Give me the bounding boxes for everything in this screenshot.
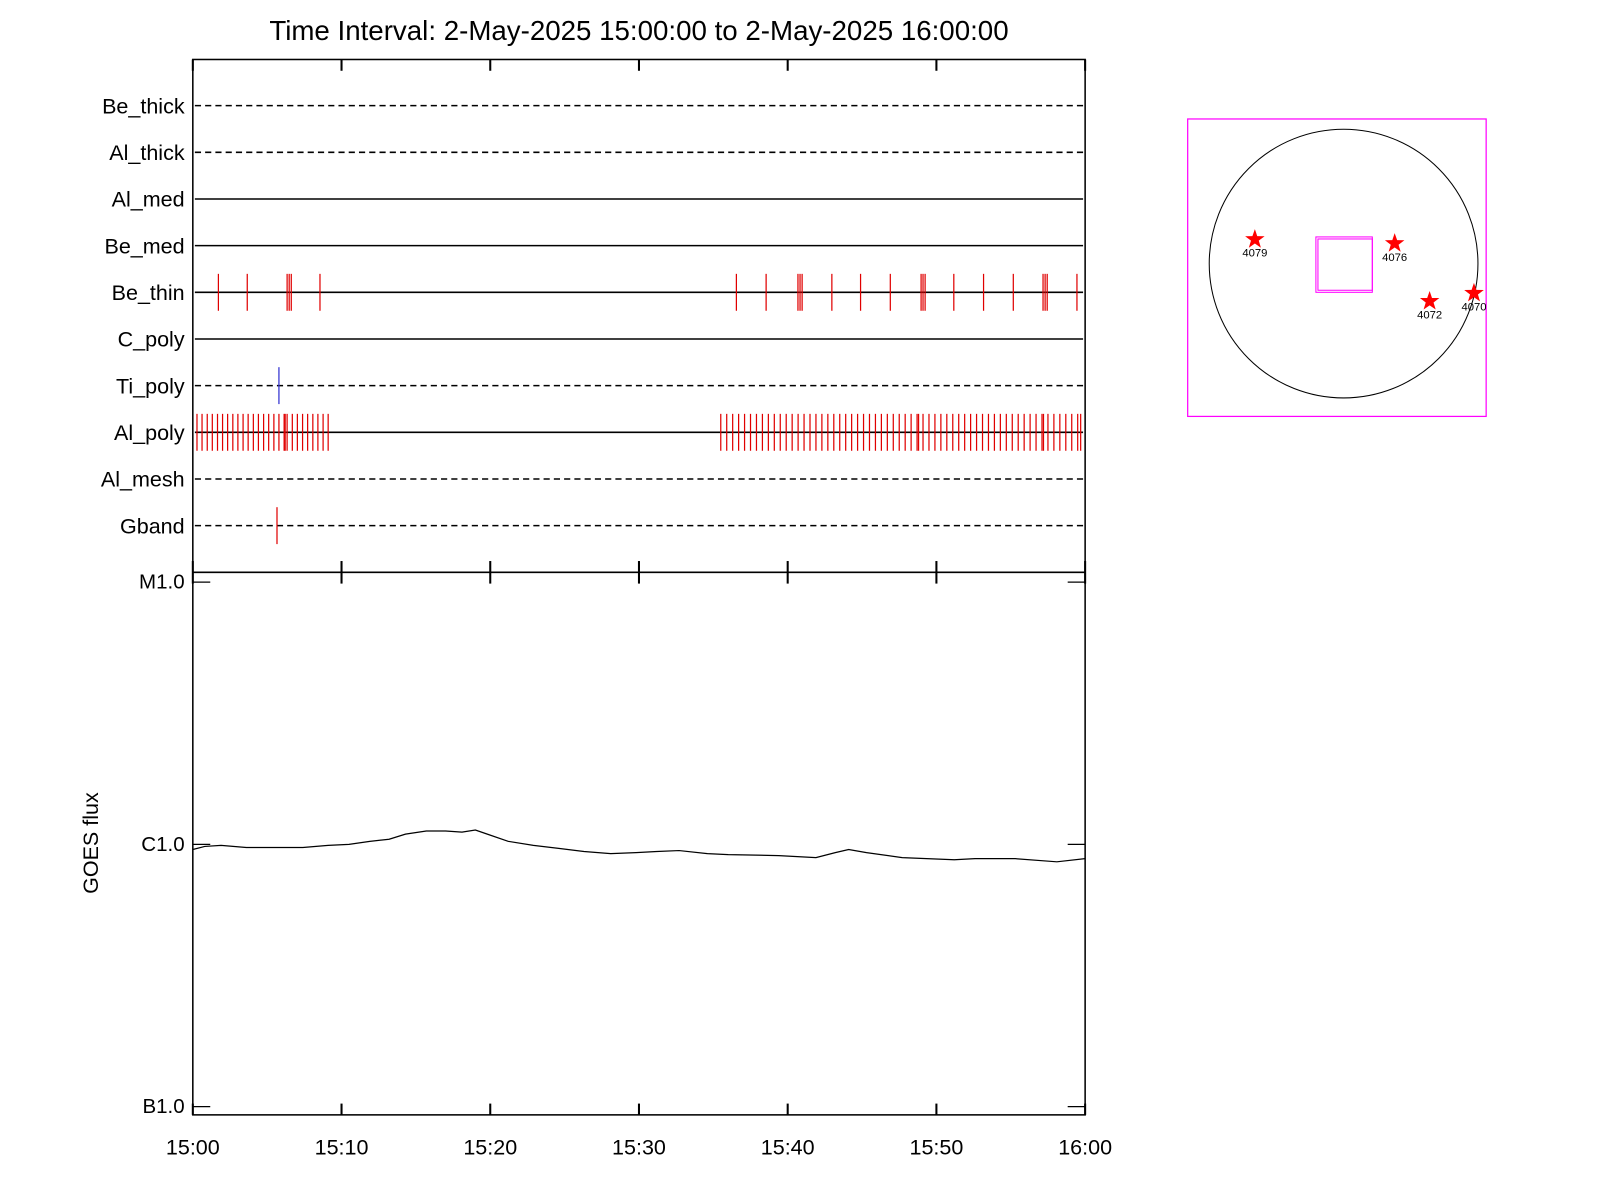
row-label: Be_thick <box>102 94 185 118</box>
region-label: 4070 <box>1461 302 1486 314</box>
fov-box <box>1315 236 1373 293</box>
x-tick-label: 15:30 <box>612 1135 666 1159</box>
row-label: Al_med <box>112 188 185 212</box>
region-star <box>1384 233 1405 252</box>
fov-box <box>1317 238 1373 291</box>
x-tick-label: 15:00 <box>166 1135 220 1159</box>
x-tick-label: 15:40 <box>761 1135 815 1159</box>
x-tick-label: 16:00 <box>1058 1135 1112 1159</box>
region-star <box>1245 229 1265 248</box>
map-frame <box>1187 118 1487 418</box>
y-tick-label: B1.0 <box>142 1095 184 1118</box>
row-label: Be_med <box>104 234 184 258</box>
region-label: 4076 <box>1382 252 1407 264</box>
row-label: Gband <box>120 514 185 538</box>
flux-frame <box>192 571 1086 1116</box>
flux-line <box>192 829 1086 863</box>
region-star <box>1419 290 1440 310</box>
row-label: Ti_poly <box>116 374 185 398</box>
region-label: 4079 <box>1242 248 1267 260</box>
row-label: Al_mesh <box>101 468 185 492</box>
solar-disk <box>1208 128 1479 399</box>
row-label: Al_poly <box>114 421 185 445</box>
events-frame <box>192 58 1086 574</box>
region-star <box>1464 282 1484 302</box>
chart-title: Time Interval: 2-May-2025 15:00:00 to 2-… <box>269 15 1008 46</box>
row-label: C_poly <box>118 328 185 352</box>
x-tick-label: 15:10 <box>315 1135 369 1159</box>
y-tick-label: M1.0 <box>139 571 185 594</box>
x-tick-label: 15:20 <box>463 1135 517 1159</box>
y-tick-label: C1.0 <box>141 833 184 856</box>
x-tick-label: 15:50 <box>909 1135 963 1159</box>
region-label: 4072 <box>1417 310 1442 322</box>
row-label: Be_thin <box>112 281 185 305</box>
y-axis-label: GOES flux <box>79 792 103 894</box>
row-label: Al_thick <box>109 141 185 165</box>
